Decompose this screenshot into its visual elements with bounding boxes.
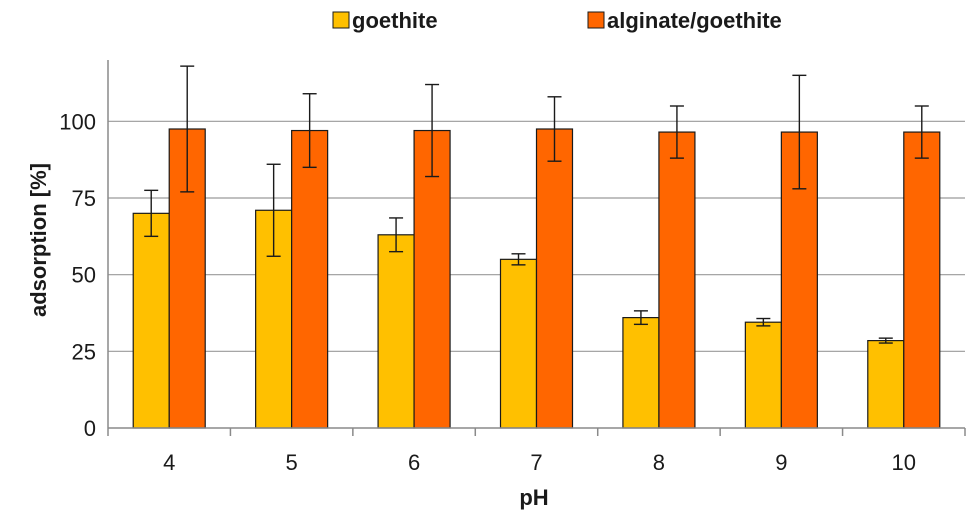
y-tick-label: 0: [84, 416, 96, 441]
bar-goethite-4: [132, 212, 170, 429]
bars: [132, 128, 941, 429]
bar-goethite-10: [867, 340, 905, 429]
bar-goethite-9: [744, 321, 782, 429]
x-tick-labels: 4 5 6 7 8 9 10: [163, 450, 916, 475]
bar-goethite-6: [377, 234, 415, 429]
bar-goethite-8: [622, 317, 660, 429]
y-axis-title: adsorption [%]: [26, 163, 51, 317]
x-tick-label: 7: [530, 450, 542, 475]
legend-swatch-goethite: [332, 11, 350, 29]
y-tick-label: 75: [72, 186, 96, 211]
legend-label-alginate-goethite: alginate/goethite: [607, 8, 782, 33]
y-tick-label: 25: [72, 339, 96, 364]
bar-goethite-7: [499, 258, 538, 429]
x-tick-label: 9: [775, 450, 787, 475]
legend-label-goethite: goethite: [352, 8, 438, 33]
error-bars: [144, 65, 929, 344]
x-tick-label: 10: [892, 450, 916, 475]
legend-swatch-alginate-goethite: [587, 11, 605, 29]
y-tick-label: 100: [59, 109, 96, 134]
x-tick-label: 5: [286, 450, 298, 475]
x-tick-label: 8: [653, 450, 665, 475]
y-tick-label: 50: [72, 263, 96, 288]
bar-alginate-goethite-10: [903, 131, 941, 429]
x-tick-label: 6: [408, 450, 420, 475]
y-tick-labels: 0 25 50 75 100: [59, 109, 96, 441]
bar-alginate-goethite-8: [658, 131, 696, 429]
bar-alginate-goethite-7: [535, 128, 574, 429]
x-axis-title: pH: [519, 485, 548, 510]
x-tick-label: 4: [163, 450, 175, 475]
bar-alginate-goethite-5: [291, 129, 329, 429]
legend: goethite alginate/goethite: [332, 8, 782, 33]
axes: [107, 60, 966, 436]
